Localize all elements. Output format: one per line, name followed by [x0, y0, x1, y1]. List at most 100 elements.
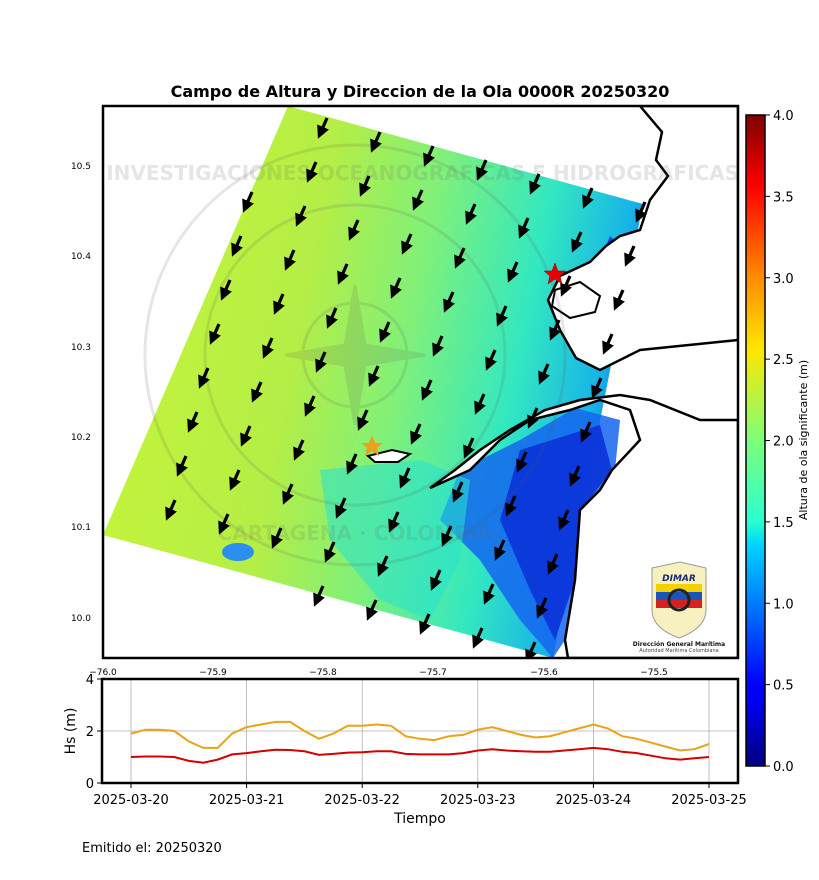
colorbar-tick-label: 0.0 — [773, 760, 794, 775]
direction-arrow — [176, 455, 188, 477]
direction-arrow — [441, 525, 453, 547]
direction-arrow — [569, 465, 581, 487]
colorbar-tick-label: 1.0 — [773, 597, 794, 612]
direction-arrow — [582, 187, 594, 209]
lat-tick: 10.5 — [71, 162, 91, 172]
direction-arrow — [527, 407, 539, 429]
direction-arrow — [262, 337, 274, 359]
direction-arrow — [536, 597, 548, 619]
direction-arrow — [293, 439, 305, 461]
direction-arrow — [412, 189, 424, 211]
direction-arrow — [379, 321, 391, 343]
direction-arrow — [295, 205, 307, 227]
direction-arrow — [558, 509, 570, 531]
colorbar-tick-label: 1.5 — [773, 516, 794, 531]
series-line-red — [130, 746, 710, 764]
direction-arrow — [388, 511, 400, 533]
wave-field-map: CENTRO DE INVESTIGACIONES OCEANOGRAFICAS… — [103, 106, 738, 658]
direction-arrow — [602, 333, 614, 355]
direction-arrow — [357, 409, 369, 431]
direction-arrow — [591, 377, 603, 399]
direction-arrow — [624, 245, 636, 267]
timeseries-x-ticks: 2025-03-20 2025-03-21 2025-03-22 2025-03-23… — [93, 783, 747, 808]
direction-arrow — [496, 305, 508, 327]
direction-arrow — [377, 555, 389, 577]
lat-tick: 10.2 — [71, 433, 91, 443]
wave-direction-arrows — [165, 117, 647, 658]
direction-arrow — [547, 553, 559, 575]
timeseries-lines — [130, 720, 710, 764]
lon-tick: −75.6 — [530, 668, 558, 678]
direction-arrow — [472, 627, 484, 649]
lon-tick: −75.7 — [419, 668, 447, 678]
small-blue-patch — [222, 543, 254, 561]
direction-arrow — [443, 291, 455, 313]
direction-arrow — [187, 411, 199, 433]
direction-arrow — [348, 219, 360, 241]
direction-arrow — [198, 367, 210, 389]
direction-arrow — [337, 263, 349, 285]
direction-arrow — [538, 363, 550, 385]
direction-arrow — [485, 349, 497, 371]
direction-arrow — [494, 539, 506, 561]
lon-axis: −76.0 −75.9 −75.8 −75.7 −75.6 −75.5 — [89, 668, 668, 678]
logo-line2: Autoridad Marítima Colombiana — [639, 647, 718, 654]
direction-arrow — [549, 319, 561, 341]
x-tick-label: 2025-03-25 — [671, 793, 747, 808]
direction-arrow — [507, 261, 519, 283]
colorbar-tick-label: 2.0 — [773, 435, 794, 450]
direction-arrow — [242, 191, 254, 213]
lon-tick: −76.0 — [89, 668, 117, 678]
direction-arrow — [304, 395, 316, 417]
y-tick-label: 4 — [86, 673, 94, 688]
station-star-red — [543, 262, 567, 285]
direction-arrow — [209, 323, 221, 345]
direction-arrow — [465, 203, 477, 225]
direction-arrow — [613, 289, 625, 311]
direction-arrow — [399, 467, 411, 489]
direction-arrow — [218, 513, 230, 535]
anchor-icon — [667, 588, 691, 612]
lat-tick: 10.3 — [71, 343, 91, 353]
colorbar-tick-label: 3.0 — [773, 272, 794, 287]
direction-arrow — [423, 145, 435, 167]
watermark-text-bottom: CARTAGENA · COLOMBIA — [218, 521, 493, 545]
lat-tick: 10.1 — [71, 523, 91, 533]
map-frame — [101, 104, 740, 660]
island-baru — [365, 448, 413, 463]
direction-arrow — [635, 201, 647, 223]
colorbar-label: Altura de ola significante (m) — [797, 360, 810, 520]
timeseries-ylabel: Hs (m) — [63, 708, 79, 755]
colorbar — [745, 114, 766, 767]
direction-arrow — [282, 483, 294, 505]
timeseries-chart: 024 2025-03-20 2025-03-21 2025-03-22 2025-0… — [63, 673, 747, 827]
direction-arrow — [251, 381, 263, 403]
station-star-orange — [361, 435, 383, 456]
direction-arrow — [452, 481, 464, 503]
direction-arrow — [271, 527, 283, 549]
colorbar-tick-label: 4.0 — [773, 109, 794, 124]
direction-arrow — [165, 499, 177, 521]
series-line-orange — [130, 720, 710, 752]
dimar-logo: DIMAR Dirección General Marítima Autorid… — [633, 561, 725, 654]
direction-arrow — [240, 425, 252, 447]
direction-arrow — [317, 117, 329, 139]
colorbar-tick-label: 0.5 — [773, 679, 794, 694]
direction-arrow — [335, 497, 347, 519]
direction-arrow — [284, 249, 296, 271]
lon-tick: −75.8 — [309, 668, 337, 678]
lon-tick: −75.9 — [199, 668, 227, 678]
direction-arrow — [432, 335, 444, 357]
direction-arrow — [315, 351, 327, 373]
direction-arrow — [580, 421, 592, 443]
colorbar-tick-label: 3.5 — [773, 190, 794, 205]
direction-arrow — [474, 393, 486, 415]
direction-arrow — [560, 275, 572, 297]
direction-arrow — [421, 379, 433, 401]
direction-arrow — [368, 365, 380, 387]
direction-arrow — [483, 583, 495, 605]
map-title: Campo de Altura y Direccion de la Ola 00… — [171, 82, 670, 101]
x-tick-label: 2025-03-23 — [440, 793, 516, 808]
x-tick-label: 2025-03-22 — [324, 793, 400, 808]
